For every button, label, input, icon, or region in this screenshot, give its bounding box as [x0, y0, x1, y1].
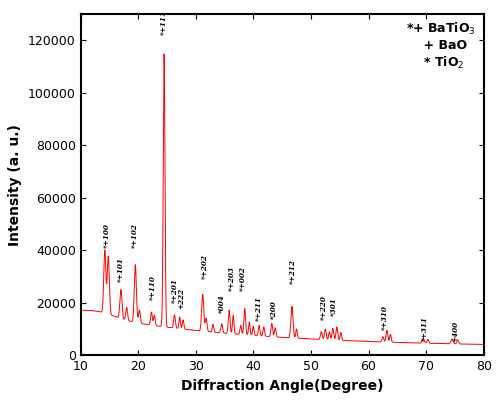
- Text: *+ BaTiO$_3$
    + BaO
    * TiO$_2$: *+ BaTiO$_3$ + BaO * TiO$_2$: [406, 21, 475, 71]
- X-axis label: Diffraction Angle(Degree): Diffraction Angle(Degree): [181, 379, 384, 393]
- Text: *+311: *+311: [421, 316, 429, 341]
- Text: *200: *200: [270, 300, 278, 318]
- Text: *+212: *+212: [288, 259, 296, 284]
- Text: *+100: *+100: [102, 223, 110, 248]
- Text: *+101: *+101: [117, 257, 125, 282]
- Text: *+202: *+202: [200, 254, 208, 279]
- Text: *+220: *+220: [320, 295, 328, 320]
- Text: *+111: *+111: [160, 10, 168, 35]
- Y-axis label: Intensity (a. u.): Intensity (a. u.): [8, 124, 22, 246]
- Text: +400: +400: [451, 321, 459, 342]
- Text: *+203: *+203: [228, 266, 235, 291]
- Text: *301: *301: [330, 297, 338, 316]
- Text: *+211: *+211: [255, 296, 263, 321]
- Text: *+310: *+310: [380, 306, 388, 330]
- Text: *004: *004: [218, 294, 226, 313]
- Text: +222: +222: [178, 288, 186, 309]
- Text: *+201: *+201: [170, 278, 178, 303]
- Text: *+002: *+002: [239, 266, 247, 291]
- Text: *+110: *+110: [148, 275, 156, 300]
- Text: *+102: *+102: [132, 223, 140, 248]
